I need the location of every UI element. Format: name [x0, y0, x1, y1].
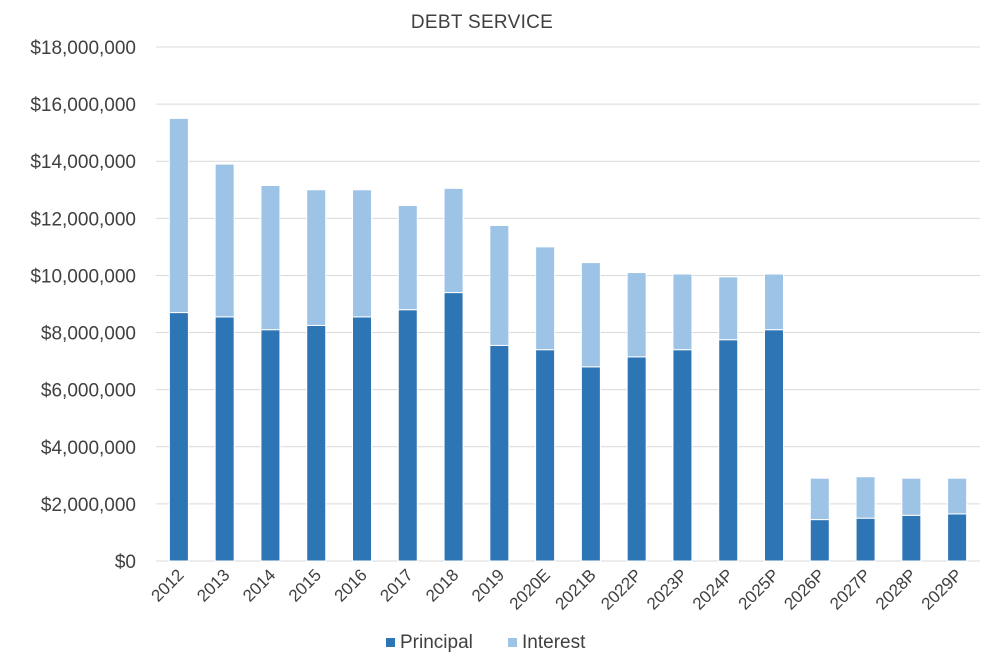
- x-tick-label: 2014: [239, 565, 279, 605]
- legend-label-interest: Interest: [522, 632, 586, 653]
- bar-interest-2019: [489, 224, 510, 346]
- x-tick-label: 2029P: [918, 565, 966, 613]
- bars: [168, 117, 968, 562]
- x-tick-label: 2017: [376, 565, 416, 605]
- bar-principal-2018: [443, 292, 464, 562]
- bar-interest-2021b: [580, 262, 601, 368]
- bar-principal-2023p: [672, 349, 693, 562]
- x-tick-label: 2023P: [643, 565, 691, 613]
- bar-principal-2016: [352, 316, 372, 562]
- x-tick-label: 2025P: [735, 565, 783, 613]
- x-tick-label: 2013: [193, 565, 233, 605]
- bar-interest-2017: [397, 204, 418, 311]
- bar-interest-2026p: [809, 477, 830, 521]
- y-tick-label: $10,000,000: [30, 266, 136, 287]
- x-tick-label: 2027P: [826, 565, 874, 613]
- bar-principal-2029p: [947, 513, 968, 562]
- bar-principal-2024p: [718, 339, 739, 562]
- x-tick-label: 2024P: [689, 565, 737, 613]
- bar-principal-2012: [168, 312, 189, 562]
- legend-swatch-interest: [508, 638, 517, 647]
- bar-principal-2014: [260, 329, 281, 562]
- y-tick-label: $8,000,000: [41, 324, 136, 345]
- bar-principal-2028p: [901, 514, 922, 562]
- gridlines: [156, 46, 980, 562]
- y-tick-label: $0: [115, 552, 136, 573]
- bar-principal-2013: [214, 316, 235, 562]
- bar-interest-2029p: [947, 477, 968, 515]
- x-tick-label: 2026P: [780, 565, 828, 613]
- legend-swatch-principal: [386, 638, 395, 647]
- legend-label-principal: Principal: [400, 632, 473, 653]
- bar-interest-2018: [443, 187, 464, 294]
- x-tick-label: 2015: [285, 565, 325, 605]
- bar-interest-2016: [352, 189, 372, 318]
- bar-interest-2015: [306, 189, 327, 326]
- bar-principal-2027p: [855, 517, 876, 562]
- y-tick-label: $12,000,000: [30, 209, 136, 230]
- bar-interest-2024p: [718, 276, 739, 341]
- bar-interest-2023p: [672, 273, 693, 351]
- x-tick-label: 2018: [422, 565, 462, 605]
- y-tick-label: $6,000,000: [41, 381, 136, 402]
- bar-principal-2015: [306, 324, 327, 562]
- bar-interest-2012: [168, 117, 189, 314]
- y-tick-label: $2,000,000: [41, 495, 136, 516]
- x-axis: 2012 2013 2014 2015 2016 2017 2018 20192020E202…: [148, 565, 966, 613]
- y-axis: $0 $2,000,000 $4,000,000 $6,000,000 $8,000,0…: [30, 38, 136, 573]
- bar-principal-2025p: [764, 329, 784, 562]
- y-tick-label: $18,000,000: [30, 38, 136, 59]
- bar-principal-2026p: [809, 519, 830, 562]
- x-tick-label: 2016: [331, 565, 371, 605]
- x-tick-label: 2022P: [597, 565, 645, 613]
- x-tick-label: 2012: [148, 565, 188, 605]
- bar-principal-2017: [397, 309, 418, 562]
- y-tick-label: $16,000,000: [30, 95, 136, 116]
- bar-interest-2014: [260, 184, 281, 331]
- bar-interest-2022p: [626, 272, 647, 358]
- x-tick-label: 2021B: [552, 565, 600, 613]
- bar-principal-2020e: [535, 349, 556, 562]
- y-tick-label: $14,000,000: [30, 152, 136, 173]
- bar-interest-2020e: [535, 246, 556, 351]
- bar-principal-2022p: [626, 356, 647, 562]
- bar-principal-2021b: [580, 366, 601, 562]
- bar-interest-2027p: [855, 476, 876, 519]
- chart-title: DEBT SERVICE: [411, 12, 553, 33]
- x-tick-label: 2019: [468, 565, 508, 605]
- bar-interest-2025p: [764, 273, 784, 331]
- bar-principal-2019: [489, 344, 510, 562]
- bar-interest-2028p: [901, 477, 922, 516]
- y-tick-label: $4,000,000: [41, 438, 136, 459]
- x-tick-label: 2020E: [506, 565, 554, 613]
- x-tick-label: 2028P: [872, 565, 920, 613]
- bar-interest-2013: [214, 163, 235, 318]
- legend: Principal Interest: [386, 632, 586, 653]
